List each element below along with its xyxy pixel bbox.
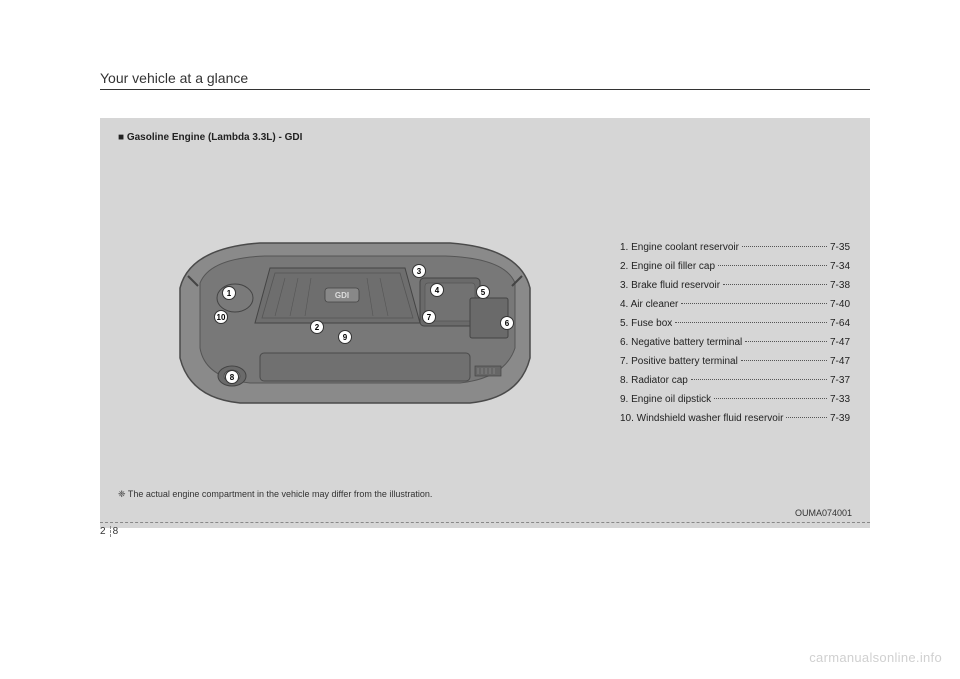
list-label: 5. Fuse box [620, 314, 672, 333]
list-item: 1. Engine coolant reservoir 7-35 [620, 238, 850, 257]
section-title: Your vehicle at a glance [100, 70, 248, 86]
list-item: 4. Air cleaner 7-40 [620, 295, 850, 314]
image-code: OUMA074001 [795, 508, 852, 518]
list-item: 6. Negative battery terminal 7-47 [620, 333, 850, 352]
figure-box: ■ Gasoline Engine (Lambda 3.3L) - GDI G [100, 118, 870, 528]
callout-7: 7 [422, 310, 436, 324]
callout-5: 5 [476, 285, 490, 299]
list-item: 8. Radiator cap 7-37 [620, 371, 850, 390]
callout-6: 6 [500, 316, 514, 330]
watermark: carmanualsonline.info [809, 650, 942, 665]
list-page: 7-34 [830, 257, 850, 276]
chapter-number: 2 [100, 526, 111, 537]
engine-illustration: GDI [170, 228, 540, 418]
list-label: 10. Windshield washer fluid reservoir [620, 409, 783, 428]
list-page: 7-39 [830, 409, 850, 428]
list-label: 8. Radiator cap [620, 371, 688, 390]
callout-10: 10 [214, 310, 228, 324]
engine-label: ■ Gasoline Engine (Lambda 3.3L) - GDI [118, 132, 852, 143]
list-page: 7-38 [830, 276, 850, 295]
list-item: 7. Positive battery terminal 7-47 [620, 352, 850, 371]
callout-2: 2 [310, 320, 324, 334]
list-label: 3. Brake fluid reservoir [620, 276, 720, 295]
list-page: 7-47 [830, 333, 850, 352]
footnote: ❈ The actual engine compartment in the v… [118, 489, 432, 500]
list-label: 2. Engine oil filler cap [620, 257, 715, 276]
list-label: 9. Engine oil dipstick [620, 390, 711, 409]
list-label: 1. Engine coolant reservoir [620, 238, 739, 257]
callout-8: 8 [225, 370, 239, 384]
reference-list: 1. Engine coolant reservoir 7-35 2. Engin… [620, 238, 850, 428]
page-number: 8 [113, 526, 119, 537]
list-label: 7. Positive battery terminal [620, 352, 738, 371]
list-page: 7-33 [830, 390, 850, 409]
list-page: 7-37 [830, 371, 850, 390]
list-page: 7-40 [830, 295, 850, 314]
list-label: 4. Air cleaner [620, 295, 678, 314]
page-footer: 28 [100, 522, 870, 537]
list-page: 7-35 [830, 238, 850, 257]
callout-1: 1 [222, 286, 236, 300]
callout-9: 9 [338, 330, 352, 344]
list-item: 3. Brake fluid reservoir 7-38 [620, 276, 850, 295]
list-page: 7-47 [830, 352, 850, 371]
list-item: 5. Fuse box 7-64 [620, 314, 850, 333]
list-item: 9. Engine oil dipstick 7-33 [620, 390, 850, 409]
list-label: 6. Negative battery terminal [620, 333, 742, 352]
callout-4: 4 [430, 283, 444, 297]
gdi-badge: GDI [335, 291, 349, 300]
callout-3: 3 [412, 264, 426, 278]
list-item: 10. Windshield washer fluid reservoir 7-3… [620, 409, 850, 428]
list-item: 2. Engine oil filler cap 7-34 [620, 257, 850, 276]
list-page: 7-64 [830, 314, 850, 333]
